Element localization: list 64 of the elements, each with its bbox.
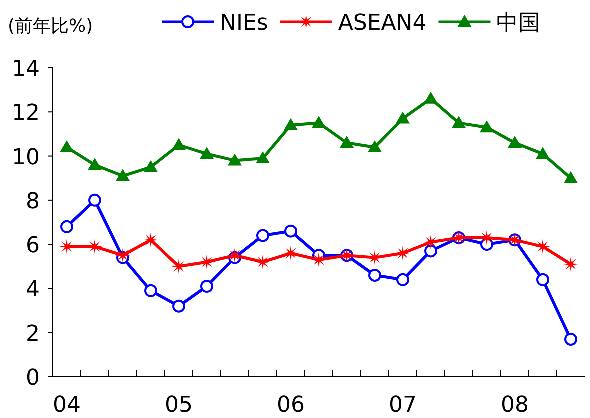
point xyxy=(564,256,578,272)
point xyxy=(88,194,102,207)
point xyxy=(200,280,214,294)
point xyxy=(144,284,158,298)
point xyxy=(172,138,186,150)
point xyxy=(284,224,298,238)
x-tick-label: 06 xyxy=(277,393,305,418)
point xyxy=(536,273,550,286)
point xyxy=(60,239,74,254)
x-tick-label: 07 xyxy=(389,393,417,418)
point xyxy=(424,234,438,250)
point xyxy=(60,140,74,152)
point xyxy=(396,246,410,261)
x-tick-label: 08 xyxy=(501,393,529,418)
y-tick-label: 14 xyxy=(12,57,40,82)
point xyxy=(144,160,158,172)
point xyxy=(200,147,214,160)
legend-label: 中国 xyxy=(496,11,541,36)
point xyxy=(284,118,298,130)
point xyxy=(284,246,298,261)
point xyxy=(200,254,214,270)
point xyxy=(396,273,410,286)
y-tick-label: 12 xyxy=(12,101,40,126)
y-axis-title: (前年比%) xyxy=(8,16,94,37)
point xyxy=(60,220,74,234)
x-tick-label: 04 xyxy=(53,393,81,418)
x-tick-label: 05 xyxy=(165,393,193,418)
point xyxy=(368,250,382,266)
point xyxy=(116,248,130,264)
point xyxy=(172,300,186,313)
point xyxy=(564,332,578,346)
point xyxy=(368,140,382,152)
point xyxy=(480,230,494,246)
y-tick-label: 6 xyxy=(26,234,40,259)
point xyxy=(480,120,494,133)
point xyxy=(452,116,466,128)
point xyxy=(228,154,242,166)
y-tick-label: 10 xyxy=(12,145,40,170)
legend-label: ASEAN4 xyxy=(338,11,427,36)
point xyxy=(536,239,550,254)
point xyxy=(88,158,102,170)
point xyxy=(256,254,270,270)
point xyxy=(144,232,158,248)
point xyxy=(312,116,326,128)
point xyxy=(172,259,186,274)
point xyxy=(88,239,102,254)
point xyxy=(340,136,354,148)
point xyxy=(564,171,578,184)
y-tick-label: 8 xyxy=(26,189,40,214)
point xyxy=(256,229,270,242)
point xyxy=(508,136,522,148)
point xyxy=(424,92,438,104)
point xyxy=(396,112,410,124)
point xyxy=(424,244,438,258)
y-tick-label: 0 xyxy=(26,366,40,391)
point xyxy=(536,147,550,160)
point xyxy=(368,268,382,282)
point xyxy=(256,151,270,164)
point xyxy=(312,252,326,268)
point xyxy=(228,248,242,264)
point xyxy=(116,169,130,182)
legend-label: NIEs xyxy=(220,11,268,36)
y-tick-label: 4 xyxy=(26,278,40,303)
y-tick-label: 2 xyxy=(26,322,40,347)
